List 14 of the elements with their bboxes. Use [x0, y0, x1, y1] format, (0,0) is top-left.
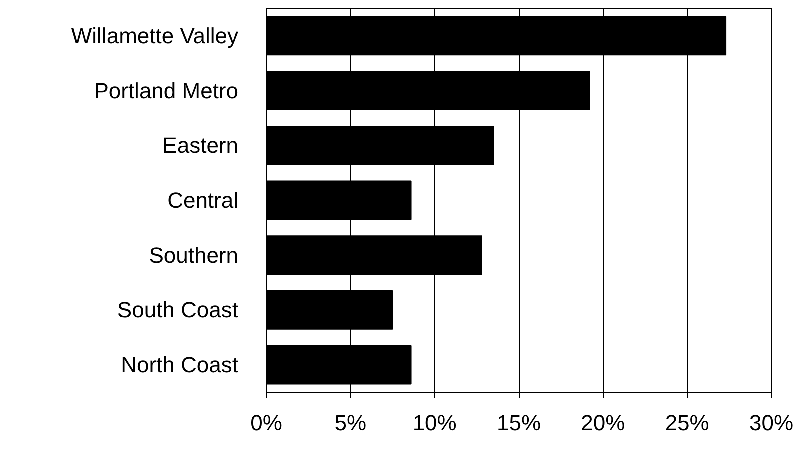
y-tick-label: Willamette Valley: [71, 23, 239, 48]
x-tick-label: 0%: [250, 410, 282, 436]
y-tick-label: Southern: [149, 242, 239, 268]
y-tick-label: Eastern: [162, 133, 239, 158]
x-tick-label: 5%: [334, 410, 367, 436]
x-tick-label: 15%: [496, 410, 542, 436]
y-tick-label: North Coast: [121, 352, 239, 378]
y-tick-label: Central: [168, 188, 238, 213]
x-tick-label: 25%: [665, 410, 710, 436]
y-tick-label: Portland Metro: [94, 78, 239, 104]
y-tick-label: South Coast: [117, 298, 239, 323]
x-tick-label: 10%: [412, 410, 457, 436]
x-tick-label: 20%: [581, 410, 626, 436]
x-tick-label: 30%: [749, 410, 794, 436]
